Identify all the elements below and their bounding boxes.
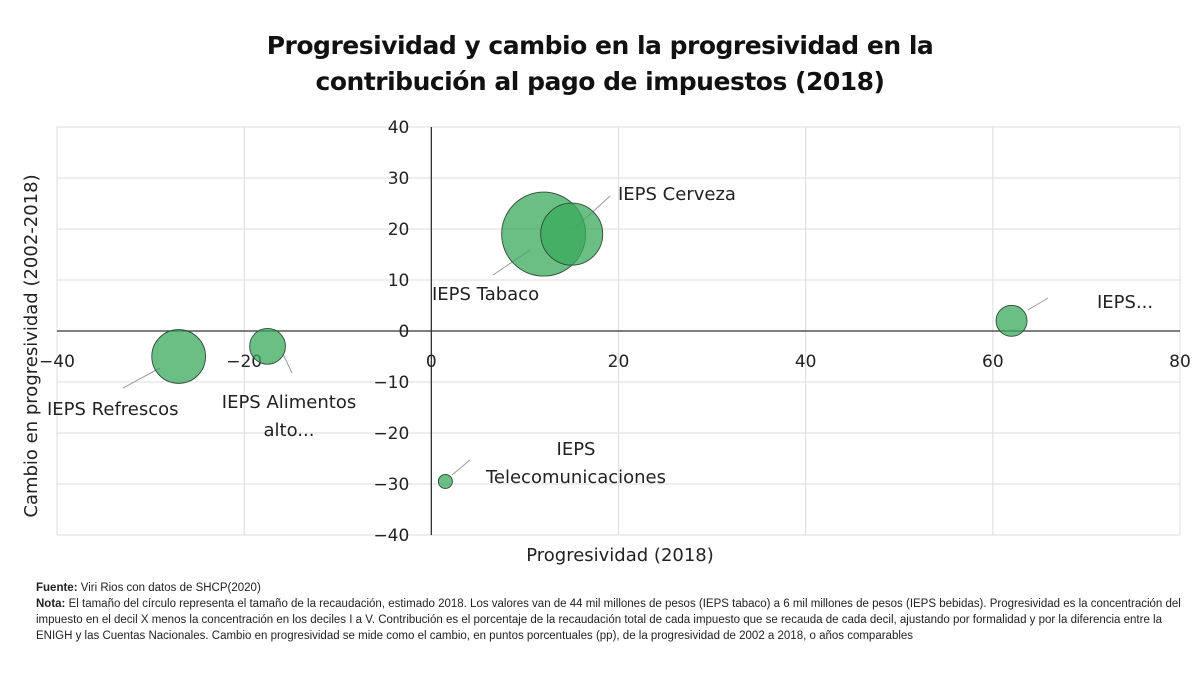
leader-line [282, 353, 293, 374]
y-tick-label: 40 [388, 118, 410, 138]
y-tick-label: −20 [373, 424, 409, 444]
chart-notes: Fuente: Viri Rios con datos de SHCP(2020… [36, 580, 1186, 644]
bubble-label-line: IEPS Refrescos [47, 399, 179, 420]
bubble-label: IEPS Tabaco [432, 284, 539, 305]
bubble-label: IEPS Cerveza [618, 184, 736, 205]
bubble-point [249, 327, 286, 365]
bubble-label-line: IEPS Cerveza [618, 184, 736, 205]
bubble-point [995, 304, 1028, 337]
source-note: Fuente: Viri Rios con datos de SHCP(2020… [36, 580, 1186, 596]
bubble-label: IEPS Refrescos [47, 399, 179, 420]
leader-line [122, 367, 161, 389]
bubble-label-line: IEPS... [1097, 292, 1153, 313]
source-text: Viri Rios con datos de SHCP(2020) [77, 582, 261, 594]
note-label: Nota: [36, 598, 66, 610]
chart-title: Progresividad y cambio en la progresivid… [0, 28, 1200, 100]
bubble-label-line: alto... [264, 420, 315, 441]
bubble-label-line: Telecomunicaciones [485, 467, 666, 488]
bubble-label: IEPS Alimentos alto... [222, 392, 356, 441]
method-note: Nota: El tamaño del círculo representa e… [36, 596, 1186, 644]
y-tick-label: 10 [388, 271, 410, 291]
bubble-point [151, 329, 206, 384]
x-tick-label: −40 [39, 352, 75, 372]
bubble-label: IEPS... [1097, 292, 1153, 313]
x-axis-label: Progresividad (2018) [526, 545, 714, 566]
bubble-labels: IEPS Tabaco IEPS Cerveza IEPS... IEPS Refre… [47, 184, 1153, 488]
y-tick-label: −30 [373, 475, 409, 495]
bubble-label-line: IEPS Tabaco [432, 284, 539, 305]
source-label: Fuente: [36, 582, 78, 594]
leader-line [1027, 297, 1049, 311]
y-tick-label: 30 [388, 169, 410, 189]
x-tick-label: 60 [982, 352, 1004, 372]
bubble-label-line: IEPS Alimentos [222, 392, 356, 413]
note-text: El tamaño del círculo representa el tama… [36, 598, 1181, 642]
bubble-point [540, 202, 604, 266]
y-axis-label: Cambio en progresividad (2002-2018) [21, 174, 42, 517]
y-tick-label: −40 [373, 526, 409, 546]
bubbles [151, 191, 1028, 489]
x-tick-label: 20 [608, 352, 630, 372]
bubble-label: IEPS Telecomunicaciones [485, 439, 666, 488]
x-tick-label: 40 [795, 352, 817, 372]
x-tick-label: 0 [426, 352, 437, 372]
bubble-point [437, 474, 453, 489]
y-tick-label: −10 [373, 373, 409, 393]
chart-title-line-2: contribución al pago de impuestos (2018) [315, 67, 885, 96]
chart-title-line-1: Progresividad y cambio en la progresivid… [266, 31, 934, 60]
axes [57, 127, 1180, 535]
y-tick-label: 20 [388, 220, 410, 240]
leader-line [451, 459, 471, 476]
y-tick-label: 0 [399, 322, 410, 342]
bubble-label-line: IEPS [557, 439, 596, 460]
x-tick-label: 80 [1169, 352, 1191, 372]
